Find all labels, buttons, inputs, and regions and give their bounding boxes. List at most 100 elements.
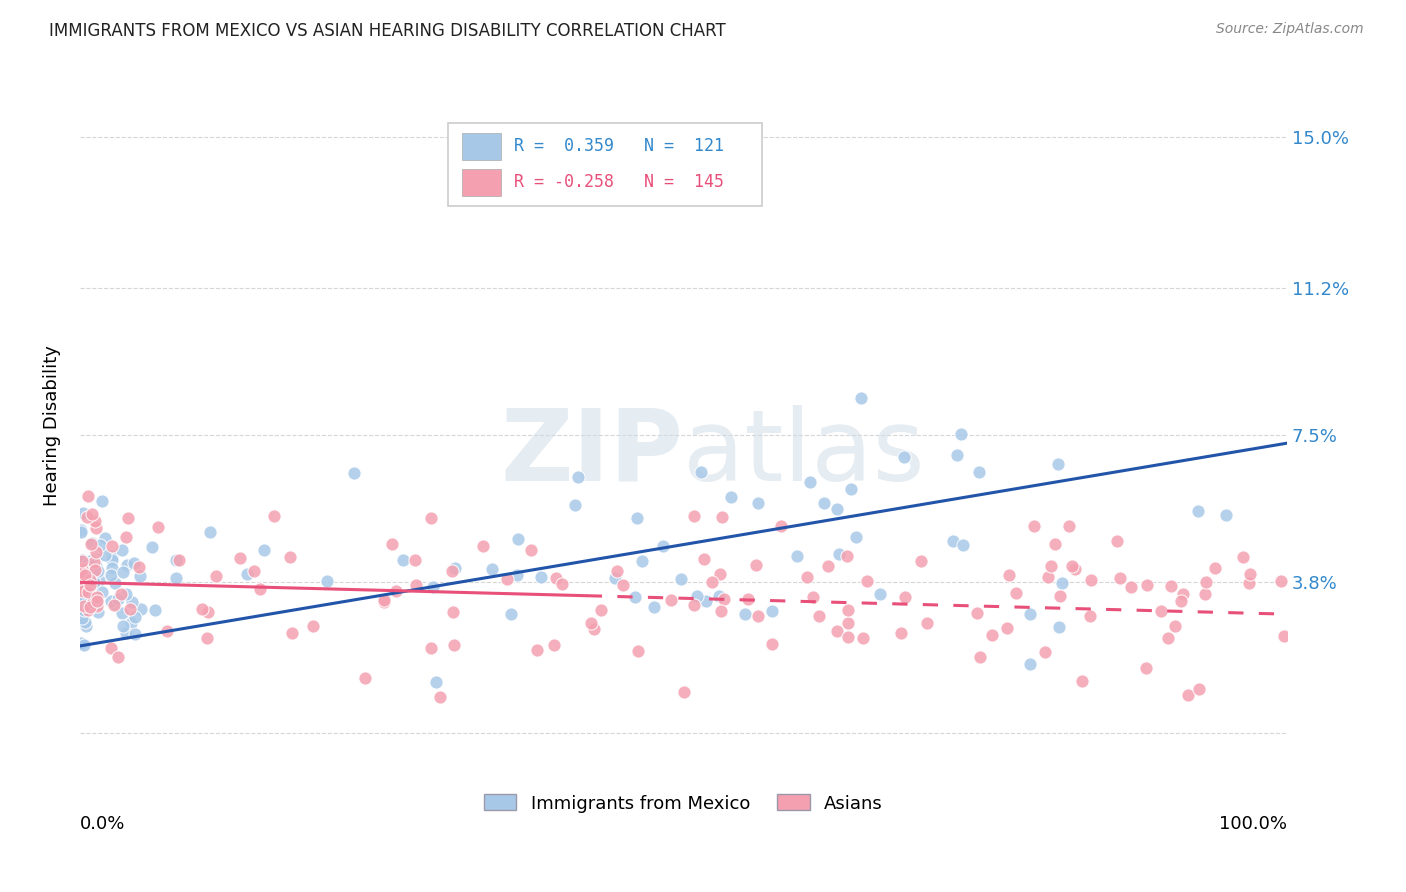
Text: Source: ZipAtlas.com: Source: ZipAtlas.com xyxy=(1216,22,1364,37)
Point xyxy=(808,609,831,624)
Point xyxy=(111,542,134,557)
Point xyxy=(373,593,395,607)
Point xyxy=(84,545,107,559)
Point xyxy=(70,611,93,625)
Text: 100.0%: 100.0% xyxy=(1219,815,1286,833)
Point xyxy=(80,536,103,550)
Point xyxy=(591,603,613,617)
Point xyxy=(72,565,94,579)
Point xyxy=(952,538,974,552)
Point xyxy=(83,569,105,583)
Point xyxy=(70,636,93,650)
Point xyxy=(191,601,214,615)
Point xyxy=(86,599,108,613)
Point xyxy=(624,590,647,604)
Point xyxy=(422,580,444,594)
Point xyxy=(76,562,98,576)
Point xyxy=(72,596,94,610)
Point xyxy=(82,595,104,609)
Point xyxy=(745,558,768,572)
Point xyxy=(112,619,135,633)
Point xyxy=(720,490,742,504)
Point xyxy=(441,605,464,619)
Point xyxy=(761,604,783,618)
Point xyxy=(894,591,917,605)
Point xyxy=(373,595,395,609)
Point xyxy=(672,685,695,699)
Point xyxy=(73,568,96,582)
Point xyxy=(129,568,152,582)
Point xyxy=(80,536,103,550)
Point xyxy=(90,494,112,508)
Point xyxy=(1194,587,1216,601)
Point xyxy=(1160,579,1182,593)
Point xyxy=(80,553,103,567)
Point xyxy=(839,482,862,496)
Point xyxy=(1187,681,1209,696)
Point xyxy=(669,572,692,586)
Point xyxy=(112,565,135,579)
Point xyxy=(612,577,634,591)
Point xyxy=(86,605,108,619)
Point xyxy=(69,576,91,591)
Point xyxy=(443,638,465,652)
Point xyxy=(77,558,100,572)
Point xyxy=(117,510,139,524)
Point xyxy=(73,638,96,652)
Point xyxy=(70,599,93,614)
Point xyxy=(530,569,553,583)
Point xyxy=(204,569,226,583)
Point xyxy=(799,475,821,489)
Point xyxy=(950,427,973,442)
Point xyxy=(709,589,731,603)
Point xyxy=(786,549,808,563)
Point xyxy=(124,627,146,641)
Point xyxy=(734,607,756,622)
Point xyxy=(942,533,965,548)
Point xyxy=(278,550,301,565)
Point xyxy=(710,604,733,618)
Point xyxy=(100,641,122,656)
Point xyxy=(124,556,146,570)
Point xyxy=(75,619,97,633)
Point xyxy=(1005,586,1028,600)
Text: R = -0.258   N =  145: R = -0.258 N = 145 xyxy=(515,174,724,192)
Point xyxy=(683,598,706,612)
Point xyxy=(73,588,96,602)
Point xyxy=(520,543,543,558)
Point xyxy=(543,638,565,652)
Point xyxy=(1080,573,1102,587)
Text: ZIP: ZIP xyxy=(501,405,683,501)
Point xyxy=(228,551,250,566)
Point xyxy=(801,590,824,604)
Point xyxy=(381,537,404,551)
Point xyxy=(546,571,568,585)
Point xyxy=(146,520,169,534)
Point xyxy=(89,538,111,552)
Point xyxy=(693,552,716,566)
Point xyxy=(1064,561,1087,575)
Point xyxy=(890,626,912,640)
Point xyxy=(343,466,366,480)
Point xyxy=(124,610,146,624)
Point xyxy=(1019,607,1042,621)
Point xyxy=(69,607,91,622)
Point xyxy=(501,607,523,622)
Point xyxy=(980,628,1002,642)
Point xyxy=(101,540,124,554)
Point xyxy=(70,558,93,572)
FancyBboxPatch shape xyxy=(449,123,762,206)
Point xyxy=(79,599,101,614)
Text: 0.0%: 0.0% xyxy=(80,815,125,833)
Point xyxy=(683,509,706,524)
Point xyxy=(70,562,93,576)
Point xyxy=(631,554,654,568)
Point xyxy=(1043,537,1066,551)
Point xyxy=(837,630,859,644)
Point xyxy=(893,450,915,465)
Point xyxy=(114,530,136,544)
Point xyxy=(316,574,339,588)
Point xyxy=(1040,559,1063,574)
Point xyxy=(1052,576,1074,591)
Point xyxy=(796,570,818,584)
